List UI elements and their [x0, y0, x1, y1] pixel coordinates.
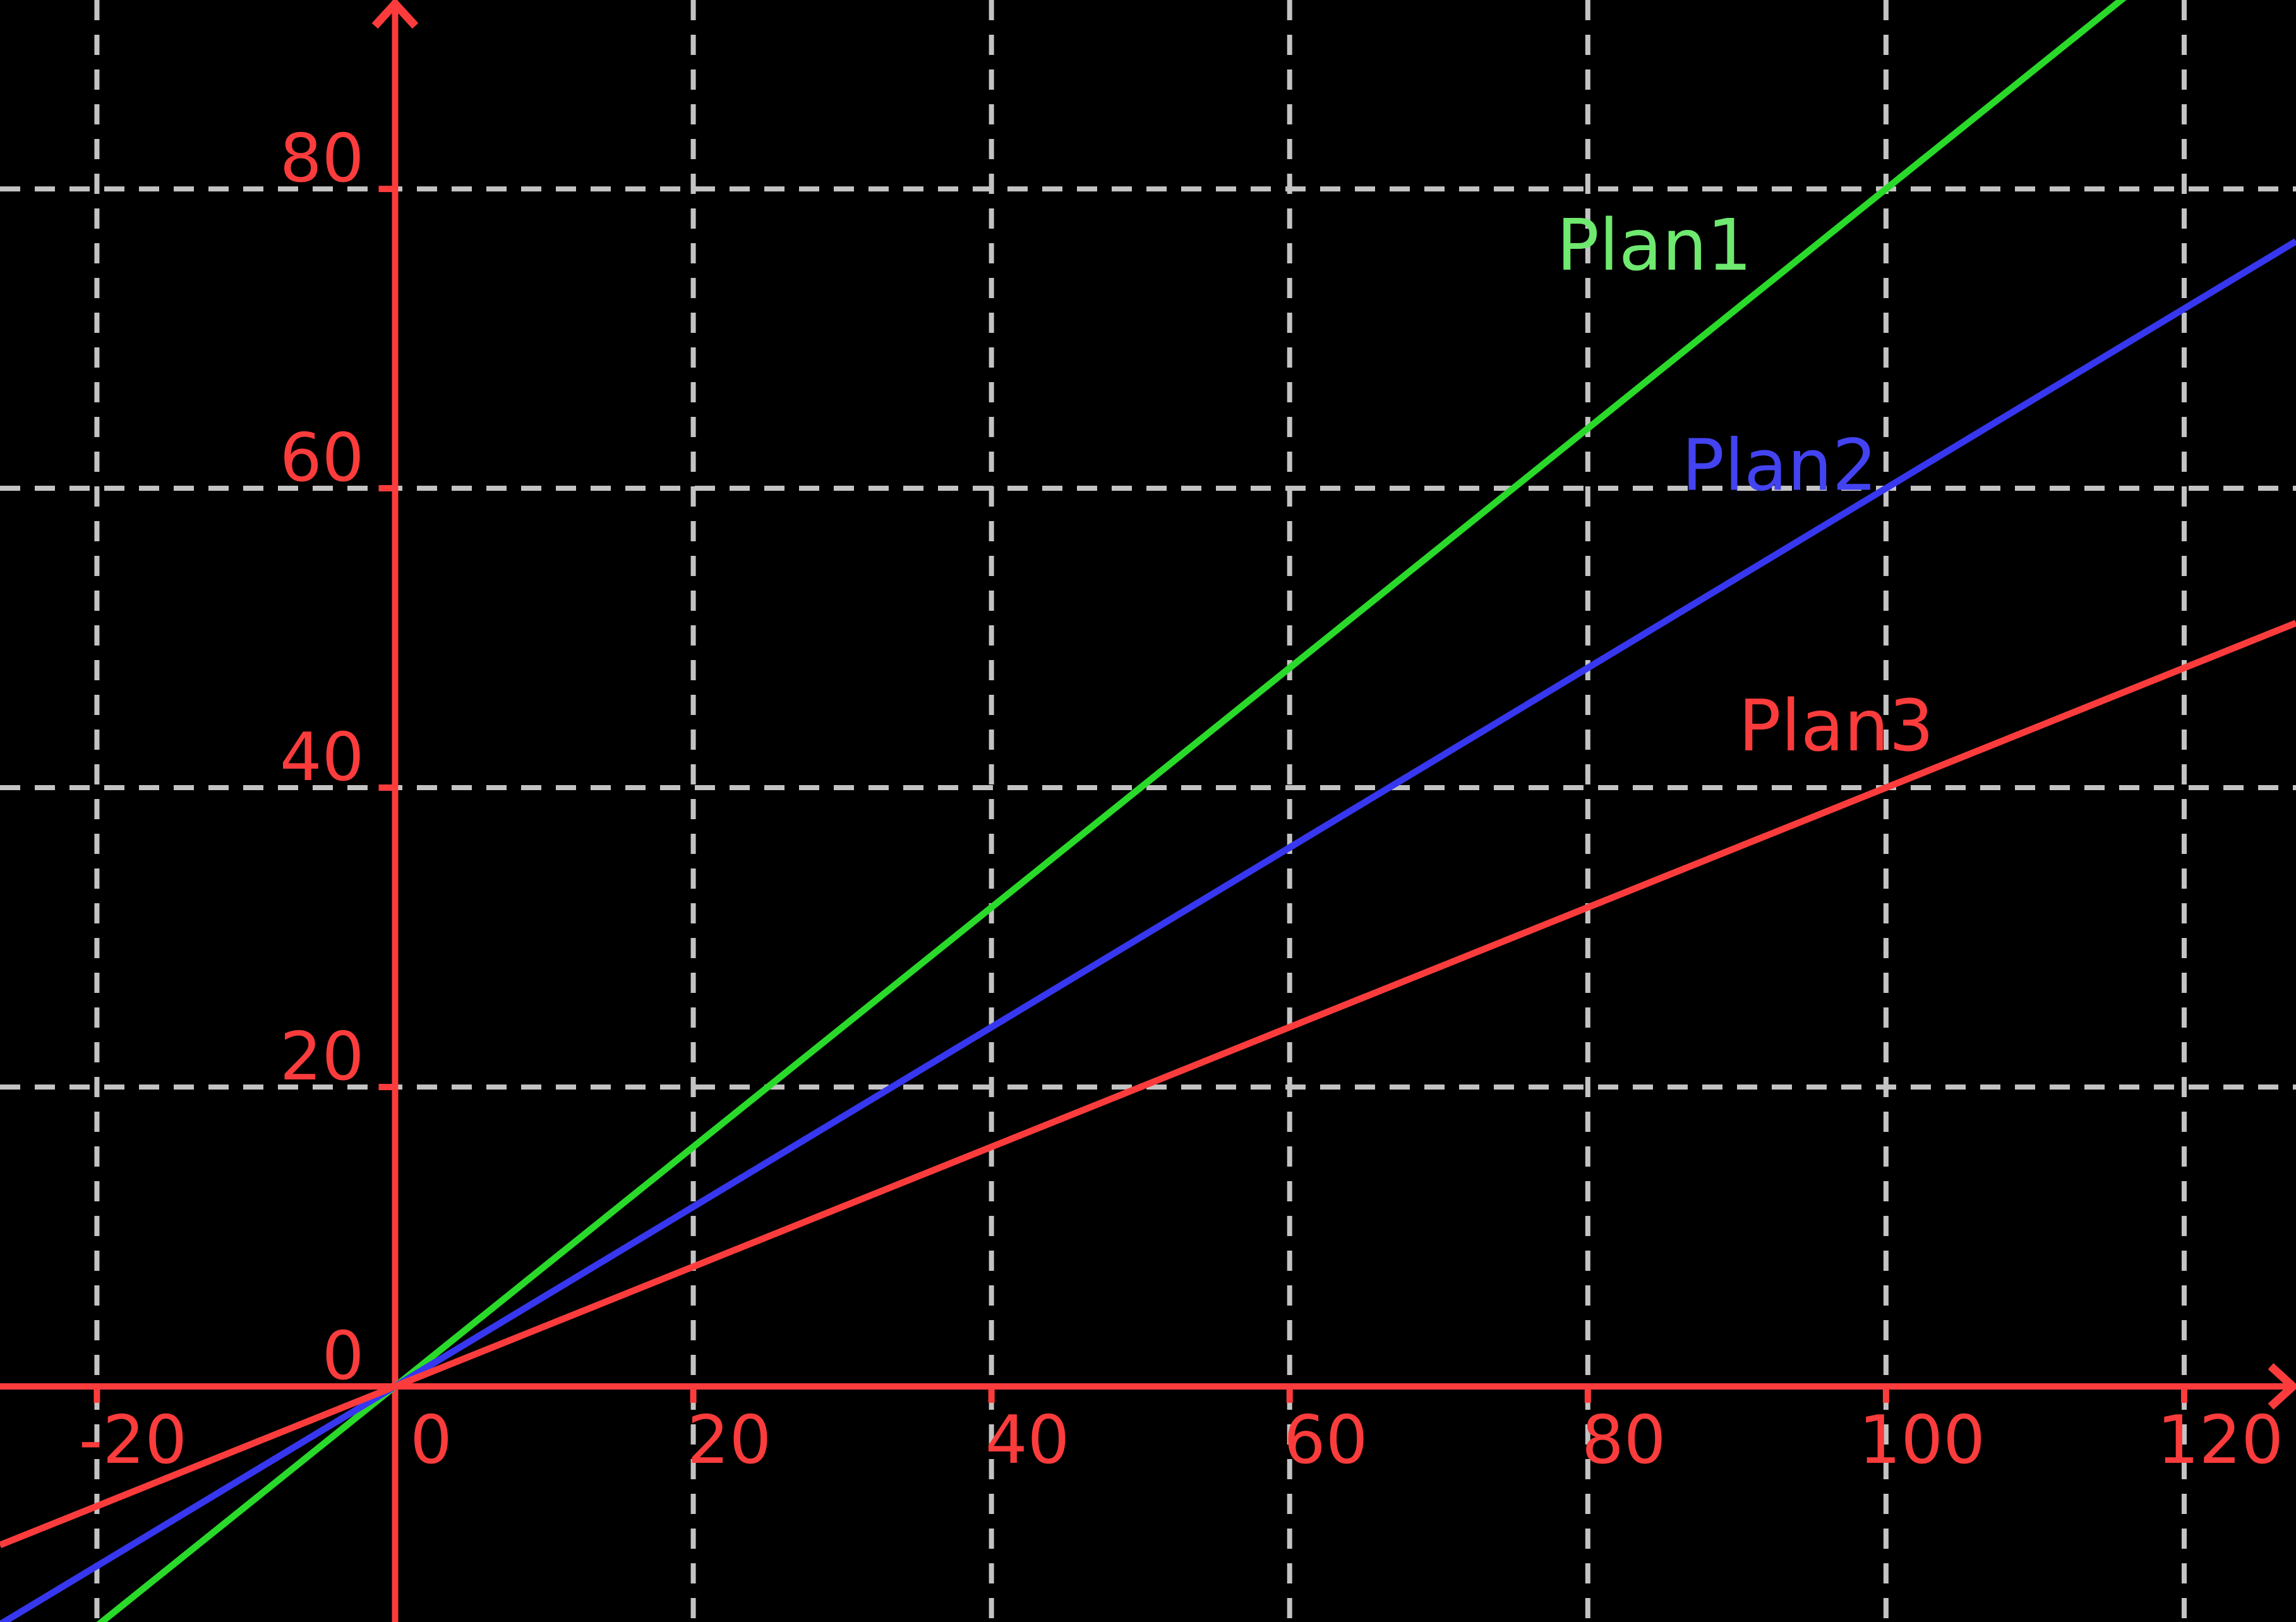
series-label-plan3: Plan3 [1738, 685, 1934, 767]
y-tick-label-80: 80 [280, 120, 364, 197]
x-tick-label-80: 80 [1582, 1402, 1666, 1479]
x-tick-label-60: 60 [1283, 1402, 1368, 1479]
series-labels: Plan1 Plan2 Plan3 [1556, 205, 1933, 767]
x-tick-label-0: 0 [410, 1402, 452, 1479]
x-axis-arrow-icon [2268, 1363, 2296, 1410]
x-tick-label-40: 40 [985, 1402, 1070, 1479]
y-tick-label-60: 60 [280, 419, 364, 496]
series-label-plan1: Plan1 [1556, 205, 1752, 287]
x-tick-label-120: 120 [2157, 1402, 2283, 1479]
x-tick-label-100: 100 [1859, 1402, 1985, 1479]
series-label-plan2: Plan2 [1682, 424, 1878, 507]
y-axis-arrow-icon [371, 0, 419, 29]
x-tick-label-20: 20 [687, 1402, 772, 1479]
y-tick-label-40: 40 [280, 719, 364, 796]
series-line-plan3 [0, 620, 2296, 1549]
y-tick-label-0: 0 [322, 1318, 364, 1395]
x-tick-label--20: -20 [79, 1402, 188, 1479]
y-tick-label-20: 20 [280, 1018, 364, 1095]
tick-labels: -20 0 20 40 60 80 100 120 0 20 40 60 80 [79, 120, 2284, 1479]
